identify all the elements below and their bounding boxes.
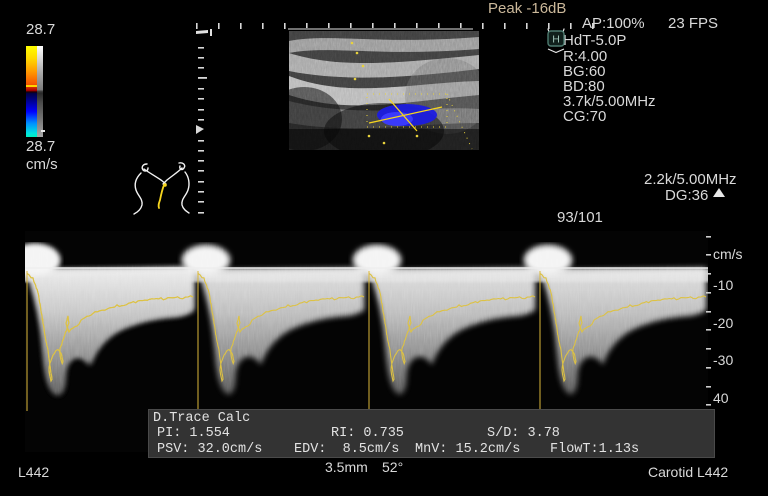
- svg-text:H: H: [552, 34, 560, 46]
